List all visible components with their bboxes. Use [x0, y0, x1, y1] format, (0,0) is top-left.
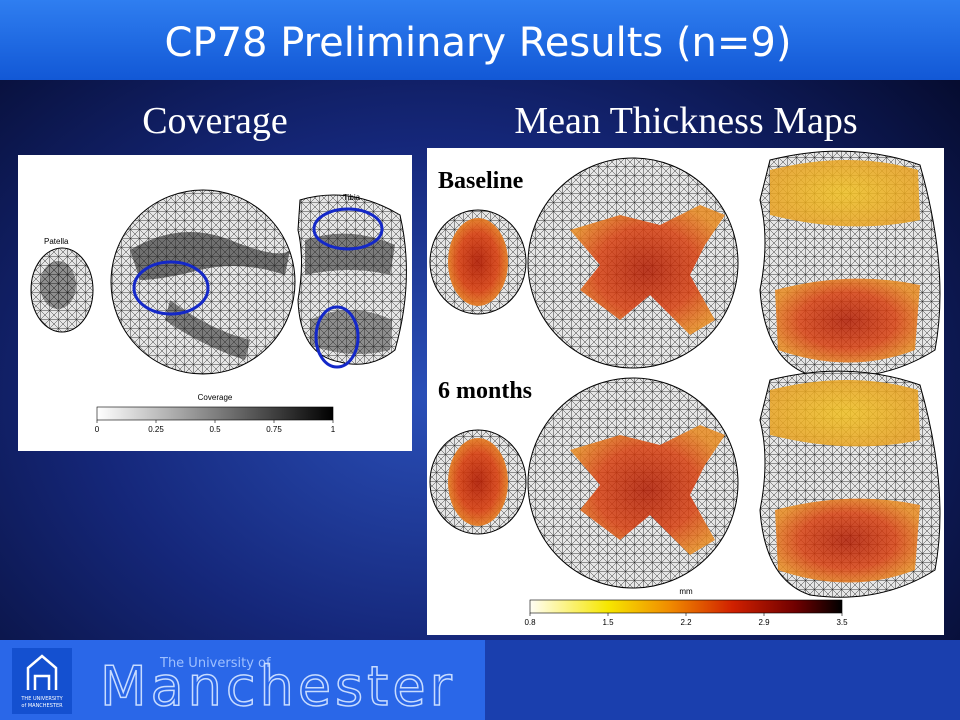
panel-heading: Coverage: [142, 100, 288, 142]
colorbar-ticks: 0 0.25 0.5 0.75 1: [95, 420, 336, 434]
colorbar-unit: mm: [679, 587, 693, 596]
colorbar-tick-label: 0: [95, 425, 100, 434]
colorbar-tick-label: 0.8: [524, 618, 536, 627]
colorbar-tick-label: 0.75: [266, 425, 282, 434]
thickness-row: [429, 150, 941, 378]
colorbar-title: Coverage: [198, 393, 233, 402]
panel-heading: Mean Thickness Maps: [514, 100, 857, 142]
colorbar-tick-label: 3.5: [836, 618, 848, 627]
footer: THE UNIVERSITY of MANCHESTER The Univers…: [0, 640, 960, 720]
colorbar-tick-label: 1: [331, 425, 336, 434]
logo-text: of MANCHESTER: [21, 703, 63, 709]
row-label: Baseline: [438, 168, 524, 194]
colorbar-tick-label: 2.2: [680, 618, 692, 627]
thickness-figure: Baseline 6 months mm 0.8 1.5 2.2 2.9 3.5: [427, 148, 944, 635]
slide-title: CP78 Preliminary Results (n=9): [165, 20, 792, 66]
colorbar-tick-label: 0.25: [148, 425, 164, 434]
mesh-label: Tibia: [343, 193, 361, 202]
tagline: The University of: [159, 656, 271, 671]
thickness-row: [429, 370, 941, 598]
colorbar-tick-label: 1.5: [602, 618, 614, 627]
row-label: 6 months: [438, 378, 532, 404]
colorbar-ticks: 0.8 1.5 2.2 2.9 3.5: [524, 613, 848, 627]
university-name: Manchester: [100, 655, 456, 718]
coverage-figure: Patella Tibia Coverage 0 0.25 0.5 0.75 1: [18, 155, 412, 451]
logo-text: THE UNIVERSITY: [20, 696, 63, 702]
mesh-label: Patella: [44, 237, 69, 246]
colorbar-tick-label: 2.9: [758, 618, 770, 627]
title-bar: [0, 0, 960, 80]
colorbar-tick-label: 0.5: [209, 425, 221, 434]
